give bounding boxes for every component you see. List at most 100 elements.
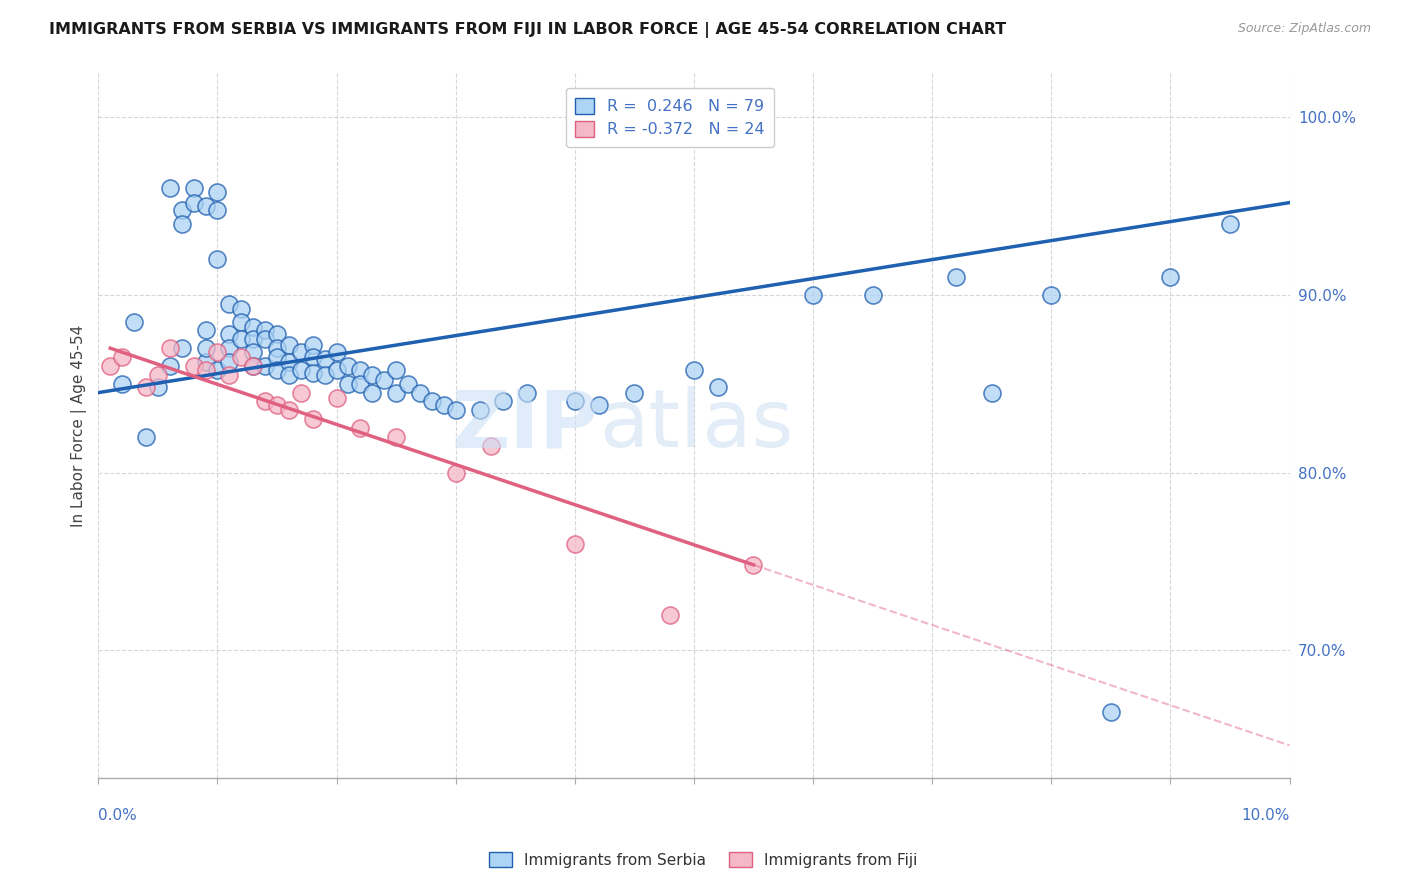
Point (194, 199, 217, 213)
Point (183, 195, 205, 210)
Text: ZIP: ZIP (451, 386, 599, 465)
Point (337, 359, 360, 373)
Legend: R =  0.246   N = 79, R = -0.372   N = 24: R = 0.246 N = 79, R = -0.372 N = 24 (565, 88, 775, 146)
Point (207, 362, 229, 376)
Point (254, 323, 277, 337)
Point (194, 323, 217, 337)
Point (337, 376, 360, 391)
Point (433, 398, 456, 412)
Point (301, 412, 323, 426)
Point (980, 385, 1002, 400)
Text: 10.0%: 10.0% (1241, 808, 1289, 823)
Point (588, 398, 610, 412)
Point (564, 536, 586, 550)
Point (266, 398, 288, 412)
Point (242, 319, 264, 334)
Point (396, 376, 419, 391)
Point (218, 326, 240, 341)
Point (683, 362, 706, 376)
Text: 0.0%: 0.0% (98, 808, 138, 823)
Point (373, 373, 395, 387)
Point (218, 297, 240, 311)
Point (444, 403, 467, 417)
Point (135, 430, 157, 444)
Point (385, 430, 408, 444)
Point (290, 344, 312, 359)
Point (349, 421, 371, 435)
Point (325, 344, 347, 359)
Point (218, 341, 240, 355)
Point (207, 252, 229, 267)
Point (278, 337, 301, 351)
Point (254, 332, 277, 346)
Point (278, 403, 301, 417)
Point (623, 385, 645, 400)
Point (146, 380, 169, 394)
Point (254, 359, 277, 373)
Point (706, 380, 728, 394)
Point (183, 359, 205, 373)
Point (325, 391, 347, 405)
Point (111, 350, 134, 364)
Point (385, 362, 408, 376)
Point (218, 355, 240, 369)
Point (1099, 705, 1122, 719)
Point (385, 385, 408, 400)
Point (111, 376, 134, 391)
Point (266, 341, 288, 355)
Text: IMMIGRANTS FROM SERBIA VS IMMIGRANTS FROM FIJI IN LABOR FORCE | AGE 45-54 CORREL: IMMIGRANTS FROM SERBIA VS IMMIGRANTS FRO… (49, 22, 1007, 38)
Point (1159, 270, 1181, 285)
Point (801, 288, 824, 302)
Point (266, 326, 288, 341)
Point (290, 362, 312, 376)
Point (278, 355, 301, 369)
Point (420, 394, 443, 409)
Point (135, 380, 157, 394)
Point (349, 362, 371, 376)
Point (278, 368, 301, 382)
Point (122, 315, 145, 329)
Point (516, 385, 538, 400)
Text: Source: ZipAtlas.com: Source: ZipAtlas.com (1237, 22, 1371, 36)
Point (314, 351, 336, 366)
Point (194, 362, 217, 376)
Point (481, 439, 503, 453)
Point (242, 332, 264, 346)
Point (301, 337, 323, 351)
Point (194, 355, 217, 369)
Point (1219, 217, 1241, 231)
Point (183, 181, 205, 195)
Point (1040, 288, 1063, 302)
Point (659, 607, 682, 622)
Point (314, 368, 336, 382)
Point (170, 341, 193, 355)
Point (325, 362, 347, 376)
Point (170, 217, 193, 231)
Point (242, 344, 264, 359)
Point (231, 350, 253, 364)
Point (862, 288, 884, 302)
Point (468, 403, 491, 417)
Point (218, 368, 240, 382)
Point (945, 270, 967, 285)
Point (159, 341, 181, 355)
Point (98, 359, 121, 373)
Point (266, 350, 288, 364)
Point (242, 359, 264, 373)
Point (159, 359, 181, 373)
Point (231, 302, 253, 317)
Point (492, 394, 515, 409)
Point (207, 202, 229, 217)
Point (361, 368, 384, 382)
Point (146, 368, 169, 382)
Point (290, 385, 312, 400)
Y-axis label: In Labor Force | Age 45-54: In Labor Force | Age 45-54 (72, 325, 87, 526)
Point (159, 181, 181, 195)
Point (207, 344, 229, 359)
Point (231, 332, 253, 346)
Point (194, 341, 217, 355)
Point (266, 362, 288, 376)
Legend: Immigrants from Serbia, Immigrants from Fiji: Immigrants from Serbia, Immigrants from … (482, 846, 924, 873)
Text: atlas: atlas (599, 386, 793, 465)
Point (242, 359, 264, 373)
